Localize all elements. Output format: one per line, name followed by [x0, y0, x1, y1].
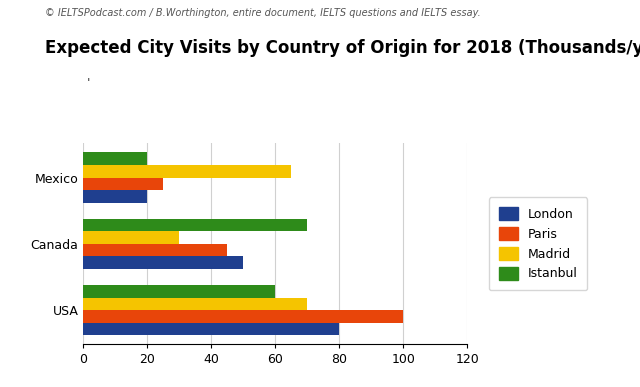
Bar — [83, 323, 339, 335]
Bar — [83, 298, 307, 310]
Text: © IELTSPodcast.com / B.Worthington, entire document, IELTS questions and IELTS e: © IELTSPodcast.com / B.Worthington, enti… — [45, 8, 481, 18]
Bar — [83, 190, 147, 203]
Bar — [83, 231, 179, 244]
Text: Expected City Visits by Country of Origin for 2018 (Thousands/year): Expected City Visits by Country of Origi… — [45, 39, 640, 57]
Text: ': ' — [86, 77, 90, 91]
Bar — [83, 310, 403, 323]
Bar — [83, 152, 147, 165]
Bar — [83, 219, 307, 231]
Bar — [83, 285, 275, 298]
Bar — [83, 244, 227, 257]
Bar — [83, 178, 163, 190]
Bar — [83, 165, 291, 178]
Legend: London, Paris, Madrid, Istanbul: London, Paris, Madrid, Istanbul — [489, 197, 588, 290]
Bar — [83, 257, 243, 269]
